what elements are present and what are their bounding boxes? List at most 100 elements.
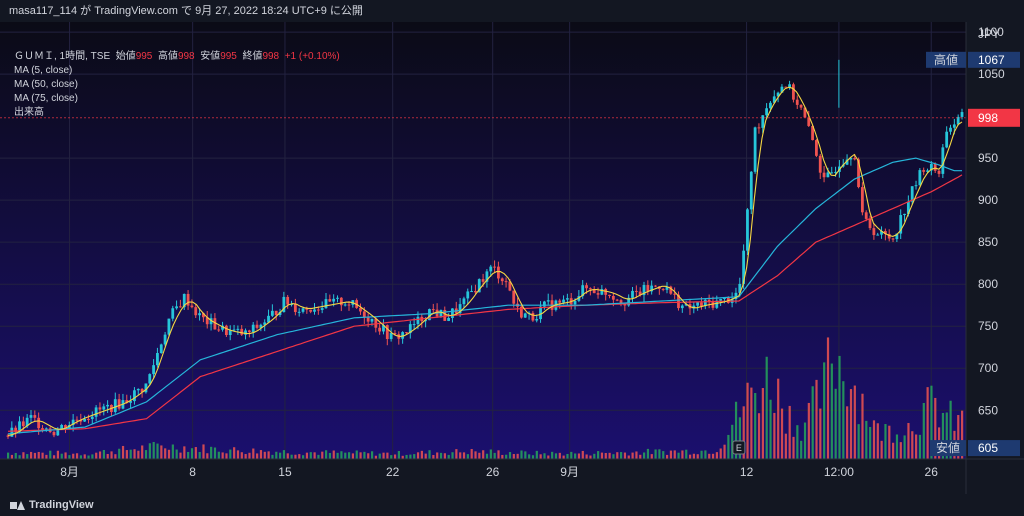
price-chart[interactable]: JPY 1100 1050 950 900 850 800 750 700 650 高値 1067 99… — [0, 22, 1024, 494]
volume-bar — [152, 441, 155, 459]
candle-body — [201, 313, 205, 318]
candle-body — [382, 325, 385, 332]
candle-body — [37, 417, 41, 429]
low-tag-label: 安値 — [936, 440, 960, 455]
candle-body — [240, 328, 244, 335]
volume-bar — [734, 401, 738, 459]
candle-body — [194, 307, 198, 316]
candle-body — [696, 302, 700, 306]
candle-body — [592, 289, 596, 294]
candle-body — [466, 291, 470, 299]
candle-body — [113, 399, 117, 413]
candle-body — [642, 285, 646, 296]
volume-bar — [600, 452, 604, 459]
volume-bar — [217, 451, 220, 459]
volume-bar — [164, 448, 167, 459]
candle-body — [232, 329, 236, 331]
candle-body — [811, 125, 814, 141]
volume-bar — [455, 449, 458, 459]
candle-body — [305, 308, 309, 310]
candle-body — [757, 127, 761, 129]
candle-body — [650, 285, 654, 292]
legend-ohlc: ＧＵＭＩ, 1時間, TSE 始値995 高値998 安値995 終値998 +… — [14, 50, 340, 64]
candle-body — [44, 428, 48, 430]
volume-bar — [505, 454, 508, 459]
candle-body — [477, 279, 481, 293]
x-tick-label: 9月 — [560, 465, 579, 479]
volume-bar — [121, 445, 125, 459]
candle-body — [29, 415, 33, 418]
volume-bar — [118, 448, 121, 459]
candle-body — [431, 309, 435, 311]
volume-bar — [282, 450, 286, 459]
legend-ma5[interactable]: MA (5, close) — [14, 65, 73, 76]
volume-bar — [60, 453, 63, 459]
legend-close-label: 終値 — [242, 51, 263, 62]
candle-body — [416, 316, 420, 325]
volume-bar — [485, 453, 489, 459]
volume-bar — [934, 397, 937, 459]
volume-bar — [317, 454, 320, 459]
volume-bar — [478, 452, 481, 459]
volume-bar — [129, 449, 132, 459]
candle-body — [458, 304, 462, 314]
volume-bar — [723, 444, 726, 459]
volume-bar — [554, 453, 558, 459]
brand-label: TradingView — [29, 499, 94, 511]
candle-body — [780, 86, 784, 93]
candle-body — [723, 297, 726, 300]
candle-body — [274, 310, 278, 316]
volume-bar — [210, 446, 213, 459]
volume-bar — [865, 420, 868, 459]
volume-bar — [14, 452, 17, 459]
volume-bar — [29, 451, 33, 459]
candle-body — [171, 308, 175, 319]
volume-bar — [443, 453, 446, 459]
legend-ma50[interactable]: MA (50, close) — [14, 79, 78, 90]
legend-volume[interactable]: 出来高 — [14, 107, 44, 118]
candle-body — [247, 330, 251, 333]
candle-body — [224, 325, 228, 336]
volume-bar — [33, 452, 37, 459]
volume-bar — [646, 448, 650, 459]
candle-body — [891, 238, 895, 240]
volume-bar — [872, 420, 876, 459]
candle-body — [761, 115, 765, 128]
volume-bar — [497, 450, 500, 459]
volume-bar — [102, 449, 105, 459]
candle-body — [531, 312, 535, 321]
candle-body — [21, 421, 25, 427]
volume-bar — [643, 452, 646, 459]
volume-bar — [336, 452, 339, 459]
volume-bar — [374, 455, 378, 459]
earnings-marker-label: E — [736, 443, 742, 453]
volume-bar — [711, 453, 715, 459]
candle-body — [899, 215, 903, 234]
candle-body — [489, 266, 493, 272]
tradingview-brand[interactable]: TradingView — [10, 494, 94, 516]
volume-bar — [861, 393, 864, 459]
candle-body — [10, 427, 14, 437]
volume-bar — [811, 386, 814, 459]
candle-body — [401, 332, 405, 339]
legend-symbol[interactable]: ＧＵＭＩ, 1時間, TSE — [14, 51, 111, 62]
volume-bar — [531, 455, 535, 459]
x-tick-label: 8 — [189, 465, 196, 479]
volume-bar — [309, 452, 312, 459]
candle-body — [144, 383, 148, 393]
candle-body — [393, 333, 397, 335]
volume-bar — [141, 445, 144, 459]
candle-body — [542, 301, 546, 307]
volume-bar — [83, 454, 86, 459]
legend-ma75[interactable]: MA (75, close) — [14, 93, 78, 104]
volume-bar — [692, 453, 696, 459]
candle-body — [619, 300, 623, 305]
candle-body — [776, 92, 780, 97]
candle-body — [703, 299, 707, 307]
volume-bar — [574, 453, 577, 459]
candle-body — [799, 104, 803, 108]
volume-bar — [233, 447, 236, 459]
candle-body — [876, 234, 880, 236]
volume-bar — [658, 449, 661, 459]
